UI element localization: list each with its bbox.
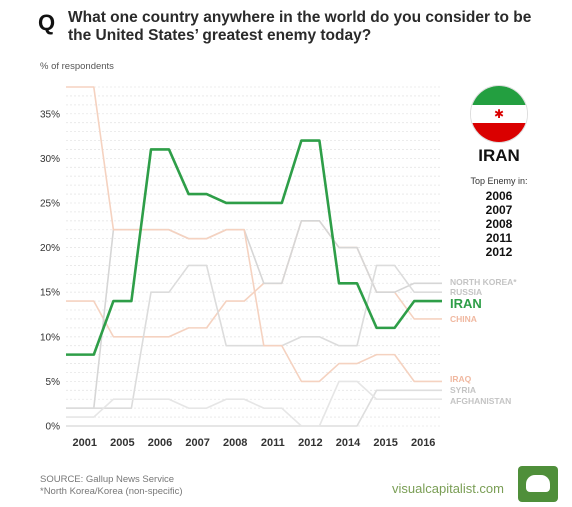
- series-label-north-korea: NORTH KOREA*: [450, 277, 517, 287]
- series-line-north-korea: [66, 220, 442, 409]
- x-tick-label: 2005: [110, 437, 134, 449]
- x-tick-label: 2014: [336, 437, 361, 449]
- brand-link[interactable]: visualcapitalist.com: [392, 481, 504, 496]
- series-line-china: [66, 220, 442, 338]
- footnote-text: *North Korea/Korea (non-specific): [40, 486, 183, 497]
- series-line-afghanistan: [66, 380, 442, 427]
- series-label-afghanistan: AFGHANISTAN: [450, 396, 511, 406]
- x-tick-label: 2001: [73, 437, 97, 449]
- y-axis-label: % of respondents: [40, 61, 114, 72]
- iran-flag-icon: ✱: [470, 85, 528, 143]
- y-tick-label: 5%: [46, 377, 61, 388]
- top-enemy-label: Top Enemy in:: [470, 176, 528, 186]
- y-tick-label: 10%: [40, 332, 60, 343]
- top-enemy-year: 2007: [485, 203, 513, 217]
- x-tick-label: 2006: [148, 437, 172, 449]
- y-tick-label: 25%: [40, 198, 60, 209]
- y-tick-label: 15%: [40, 288, 60, 299]
- visualcapitalist-logo-icon[interactable]: [518, 466, 558, 502]
- top-enemy-year: 2012: [485, 245, 513, 259]
- flag-white-stripe: [471, 104, 527, 124]
- y-tick-label: 20%: [40, 243, 60, 254]
- top-enemy-year: 2011: [485, 231, 513, 245]
- x-tick-label: 2015: [373, 437, 397, 449]
- series-label-iran: IRAN: [450, 296, 482, 311]
- x-tick-label: 2016: [411, 437, 435, 449]
- x-tick-label: 2011: [261, 437, 285, 449]
- chart-series: [66, 86, 442, 427]
- x-tick-label: 2012: [298, 437, 322, 449]
- top-enemy-year: 2006: [485, 189, 513, 203]
- series-line-russia: [66, 264, 442, 409]
- y-tick-label: 0%: [46, 422, 61, 433]
- series-line-iran: [66, 139, 442, 356]
- y-axis-ticks: 0% 5% 10% 15% 20% 25% 30% 35%: [40, 109, 60, 432]
- highlight-country: IRAN: [478, 146, 520, 165]
- series-label-syria: SYRIA: [450, 385, 476, 395]
- top-enemy-years: 2006 2007 2008 2011 2012: [455, 189, 543, 259]
- x-tick-label: 2008: [223, 437, 247, 449]
- iran-emblem-icon: ✱: [494, 107, 505, 121]
- chart-question-title: What one country anywhere in the world d…: [68, 9, 532, 44]
- series-line-iraq: [66, 86, 442, 383]
- source-text: SOURCE: Gallup News Service: [40, 474, 175, 485]
- flag-red-stripe: [471, 123, 527, 142]
- x-axis-ticks: 2001 2005 2006 2007 2008 2011 2012 2014 2015 2016: [73, 437, 436, 449]
- flag-green-stripe: [471, 86, 527, 105]
- series-labels: IRAN CHINA NORTH KOREA*RUSSIA IRAQSYRIAAFGH…: [450, 277, 517, 406]
- question-mark-icon: Q: [38, 10, 56, 35]
- y-tick-label: 35%: [40, 109, 60, 120]
- y-tick-label: 30%: [40, 154, 60, 165]
- top-enemy-year: 2008: [485, 217, 513, 231]
- series-label-russia: RUSSIA: [450, 287, 482, 297]
- source-note: SOURCE: Gallup News Service *North Korea…: [40, 474, 183, 498]
- x-tick-label: 2007: [185, 437, 209, 449]
- series-label-iraq: IRAQ: [450, 374, 472, 384]
- series-label-china: CHINA: [450, 314, 477, 324]
